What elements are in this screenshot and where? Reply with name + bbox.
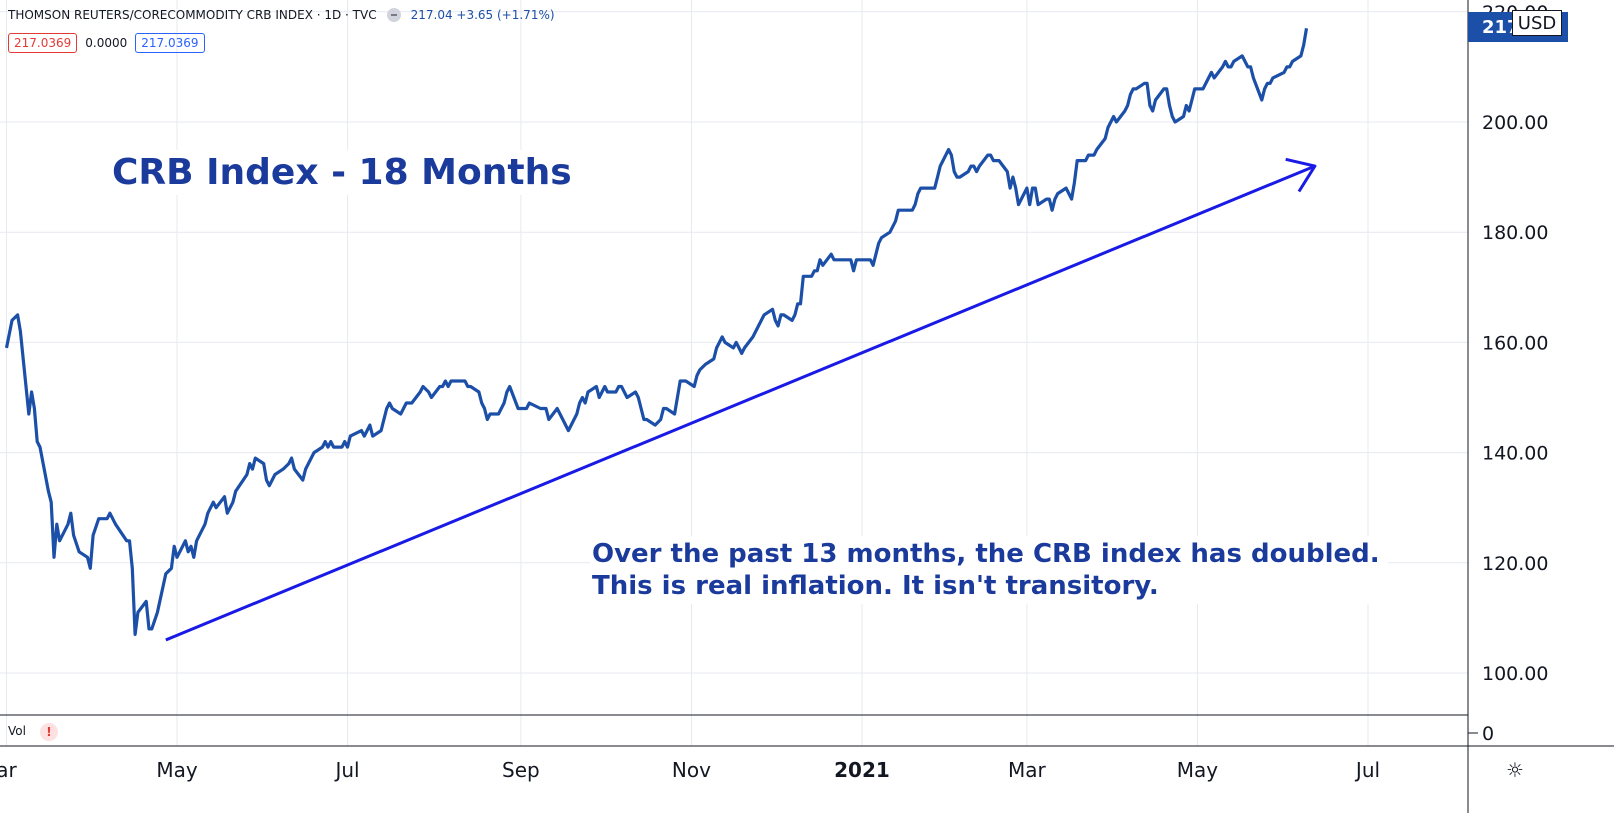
series-layer <box>4 28 1309 637</box>
gear-icon[interactable]: ☼ <box>1506 758 1524 782</box>
y-tick-labels: 100.00120.00140.00160.00180.00200.00220.… <box>1482 2 1548 745</box>
symbol-quote: 217.04 +3.65 (+1.71%) <box>410 8 555 22</box>
volume-label[interactable]: Vol <box>8 724 26 738</box>
grid <box>0 0 1468 746</box>
x-tick-label: May <box>1177 758 1219 782</box>
volume-alert-icon[interactable]: ! <box>40 723 58 741</box>
value-open-box: 217.0369 <box>8 33 78 53</box>
currency-button[interactable]: USD <box>1512 10 1562 36</box>
annotation-note-line-1: Over the past 13 months, the CRB index h… <box>592 539 1380 569</box>
symbol-header: THOMSON REUTERS/CORECOMMODITY CRB INDEX … <box>8 8 555 22</box>
x-tick-label: Nov <box>672 758 711 782</box>
symbol-title[interactable]: THOMSON REUTERS/CORECOMMODITY CRB INDEX … <box>8 8 377 22</box>
volume-axis-label: 0 <box>1482 723 1494 745</box>
trend-arrow-line[interactable] <box>165 164 1316 642</box>
x-tick-label: May <box>156 758 198 782</box>
x-tick-labels: ar May Jul Sep Nov 2021 Mar May Jul <box>0 758 1380 782</box>
y-tick-label: 200.00 <box>1482 112 1548 134</box>
trend-arrow-layer <box>165 157 1317 642</box>
crb-index-line[interactable] <box>4 28 1309 637</box>
y-tick-label: 160.00 <box>1482 332 1548 354</box>
y-tick-label: 120.00 <box>1482 553 1548 575</box>
x-tick-label: Jul <box>1354 758 1380 782</box>
annotation-title[interactable]: CRB Index - 18 Months <box>106 150 578 195</box>
trend-arrow-head[interactable] <box>1285 157 1317 193</box>
annotation-note[interactable]: Over the past 13 months, the CRB index h… <box>590 536 1388 604</box>
x-tick-label: Mar <box>1008 758 1047 782</box>
hide-indicator-icon[interactable] <box>386 8 401 22</box>
y-tick-label: 180.00 <box>1482 222 1548 244</box>
y-tick-label: 100.00 <box>1482 663 1548 685</box>
value-last-box: 217.0369 <box>135 33 205 53</box>
x-tick-label: 2021 <box>834 758 890 782</box>
x-tick-label: Jul <box>333 758 359 782</box>
x-tick-label: ar <box>0 758 17 782</box>
x-tick-label: Sep <box>502 758 540 782</box>
annotation-note-line-2: This is real inflation. It isn't transit… <box>592 571 1159 601</box>
ohlc-values: 217.0369 0.0000 217.0369 <box>8 33 205 53</box>
value-change: 0.0000 <box>85 36 128 50</box>
y-tick-label: 140.00 <box>1482 443 1548 465</box>
